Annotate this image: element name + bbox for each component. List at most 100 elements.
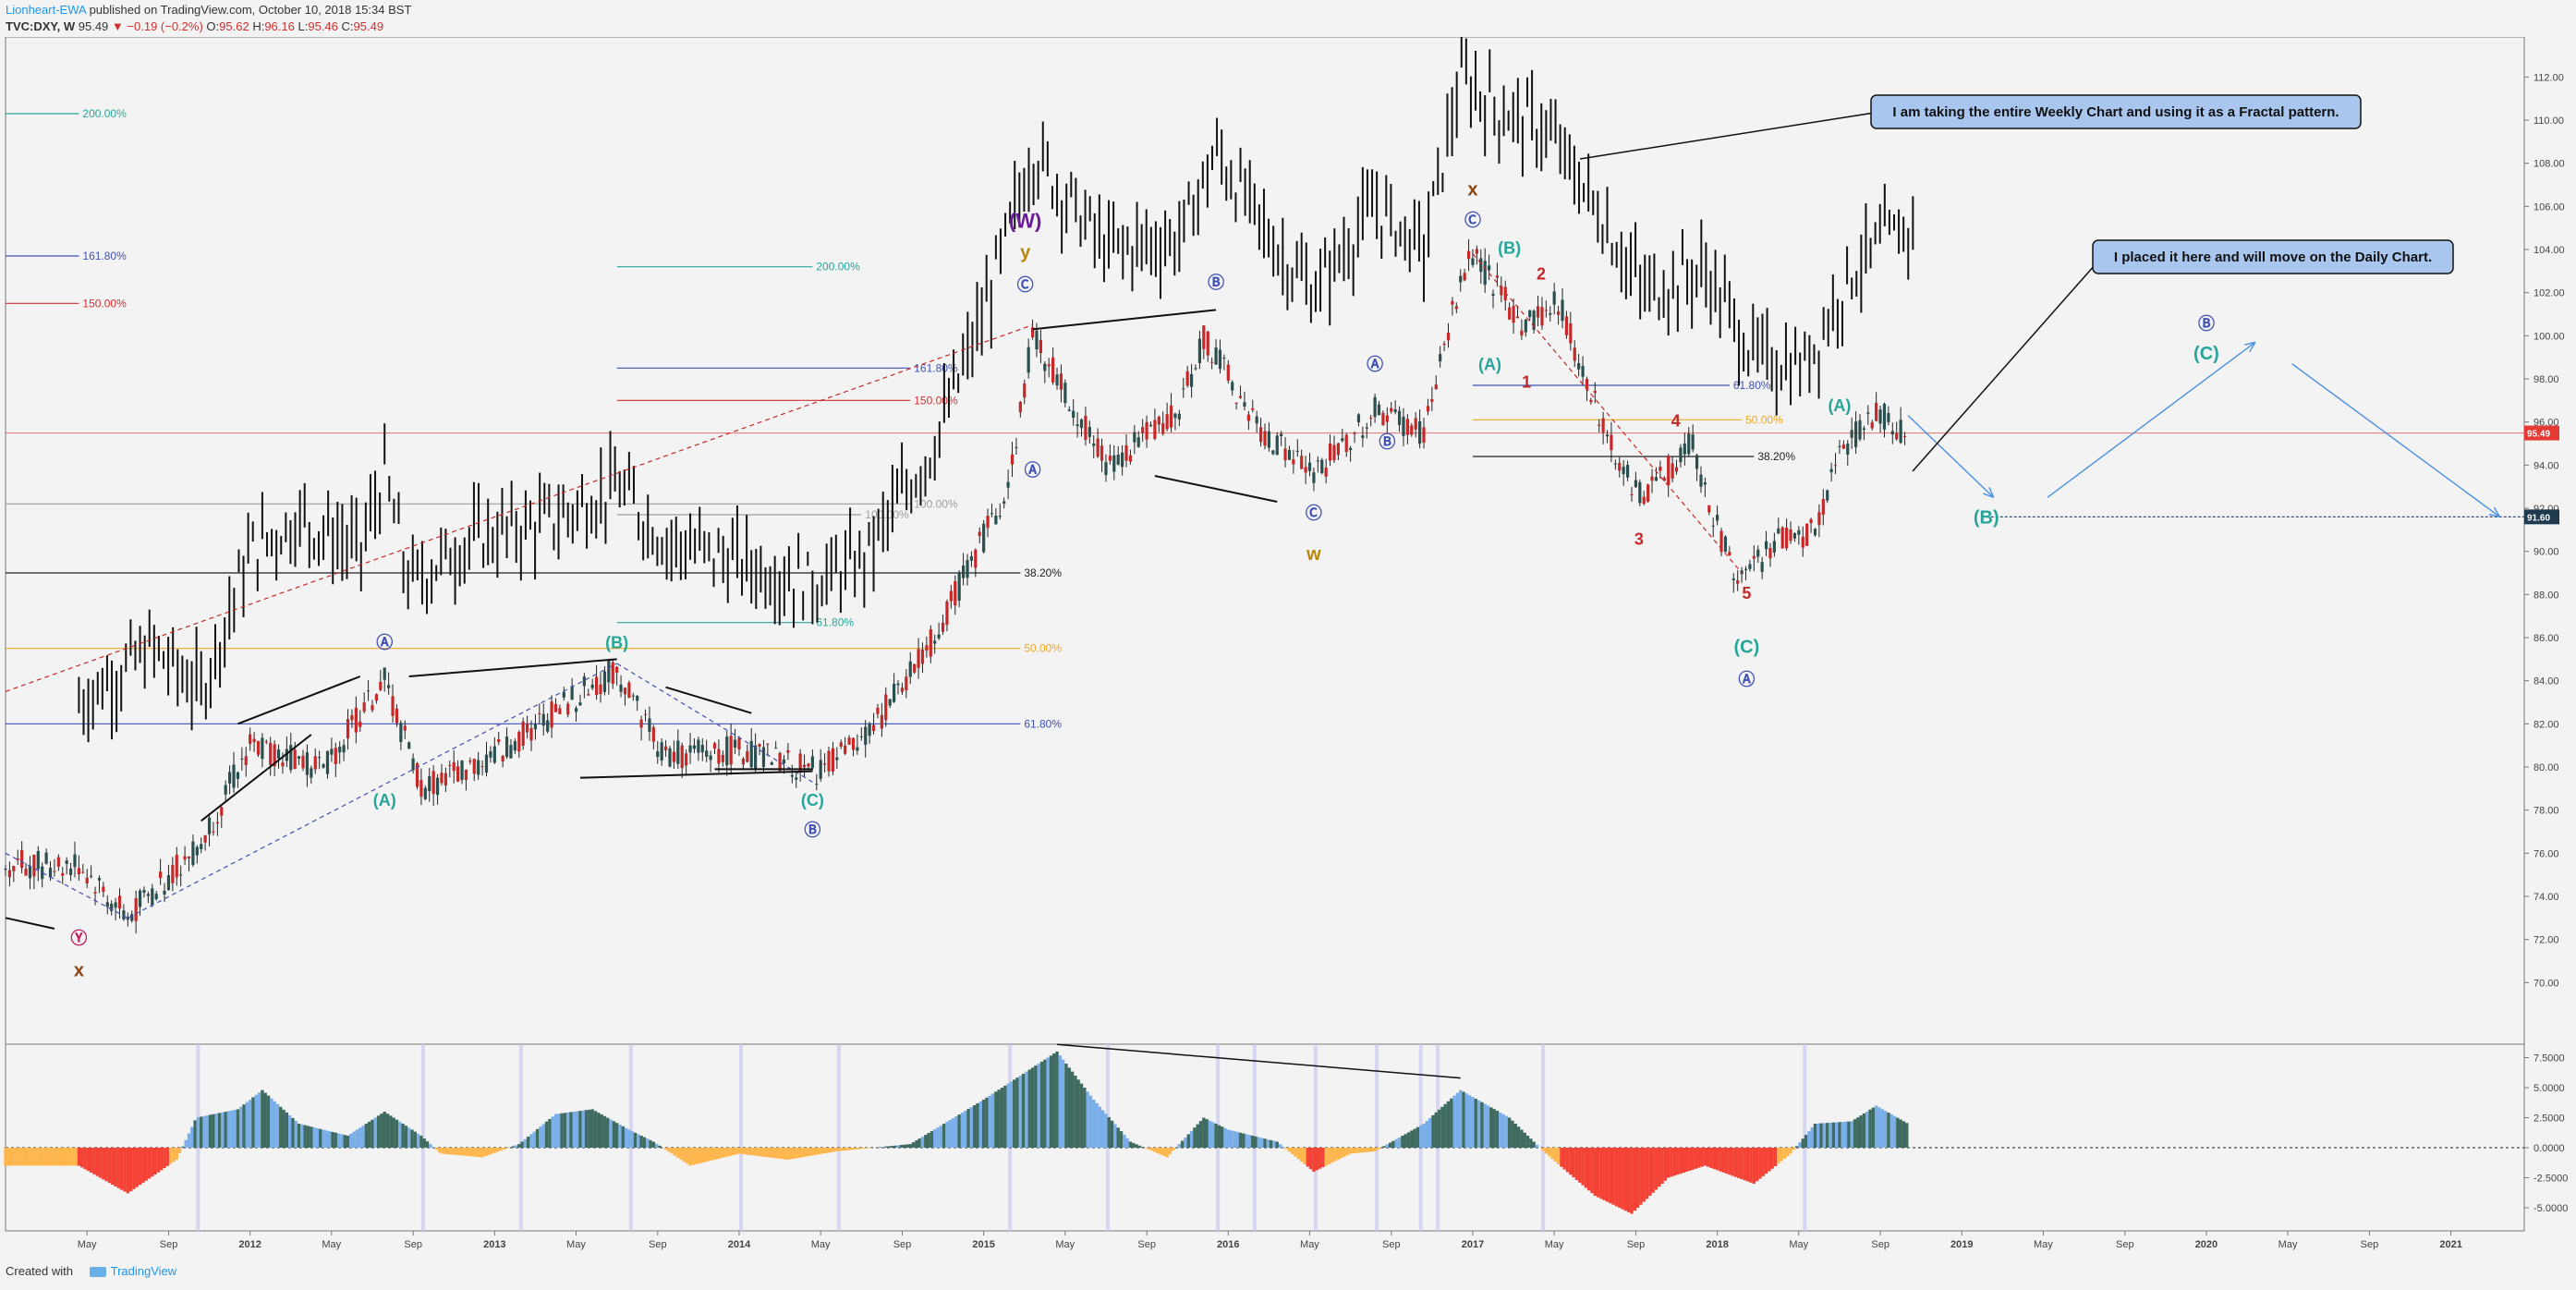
daily-candle-body — [1390, 408, 1393, 412]
daily-candle-body — [1015, 446, 1018, 448]
daily-candle-body — [419, 780, 423, 797]
daily-candle-body — [1817, 512, 1821, 526]
daily-candle-body — [346, 719, 350, 739]
daily-candle-body — [362, 702, 366, 712]
daily-candle-body — [1577, 362, 1581, 370]
daily-candle-body — [1214, 347, 1218, 365]
arrow-head — [2244, 341, 2256, 353]
daily-candle-body — [1055, 374, 1059, 386]
daily-candle-body — [761, 747, 766, 768]
daily-candle-body — [819, 760, 822, 779]
daily-candle-body — [1463, 273, 1466, 281]
y-tick-label: 82.00 — [2533, 719, 2559, 730]
daily-candle-body — [1642, 496, 1646, 505]
daily-candle-body — [110, 903, 114, 911]
daily-candle-body — [966, 560, 969, 578]
daily-candle-body — [1165, 414, 1169, 430]
x-tick-label: 2013 — [483, 1239, 505, 1250]
daily-candle-body — [318, 757, 322, 759]
daily-candle-body — [16, 858, 19, 860]
daily-candle-body — [627, 682, 631, 699]
fib-level-label: 200.00% — [82, 107, 127, 120]
daily-candle-body — [1613, 463, 1617, 465]
daily-candle-body — [411, 758, 415, 771]
daily-candle-body — [553, 703, 558, 712]
osc-tick-label: -5.0000 — [2533, 1203, 2568, 1214]
x-tick-label: 2017 — [1462, 1239, 1484, 1250]
daily-candle-body — [166, 875, 171, 891]
dashed-wave-line — [128, 663, 617, 919]
price-chart[interactable]: 112.00 110.00 108.00 106.00 104.00 102.00 100.… — [0, 37, 2576, 1261]
daily-candle-body — [1646, 484, 1650, 502]
daily-candle-body — [428, 775, 431, 792]
tradingview-logo-icon[interactable] — [89, 1267, 106, 1278]
daily-candle-body — [1589, 399, 1593, 403]
daily-candle-body — [122, 910, 126, 919]
daily-candle-body — [1010, 454, 1015, 465]
daily-candle-body — [1088, 427, 1091, 437]
x-tick-label: Sep — [1871, 1239, 1889, 1250]
daily-candle-body — [884, 694, 888, 721]
daily-candle-body — [639, 719, 643, 728]
daily-chart-callout-pointer — [1912, 256, 2103, 472]
author-link[interactable]: Lionheart-EWA — [6, 3, 86, 17]
x-tick-label: May — [811, 1239, 831, 1250]
daily-candle-body — [1316, 460, 1319, 462]
daily-candle-body — [578, 702, 582, 706]
weekly-fractal-callout-text: I am taking the entire Weekly Chart and … — [1892, 104, 2339, 120]
daily-candle-body — [697, 739, 700, 753]
x-tick-label: May — [1300, 1239, 1319, 1250]
y-tick-label: 74.00 — [2533, 892, 2559, 903]
daily-candle-body — [896, 683, 900, 686]
projection-arrow — [2291, 363, 2500, 517]
low-label: L: — [298, 19, 309, 33]
daily-candle-body — [1683, 443, 1686, 455]
y-tick-label: 84.00 — [2533, 676, 2559, 688]
y-tick-label: 90.00 — [2533, 547, 2559, 558]
daily-candle-body — [892, 683, 896, 702]
daily-candle-body — [105, 902, 109, 907]
dashed-wave-line — [1472, 253, 1743, 574]
daily-candle-body — [574, 708, 578, 712]
daily-candle-body — [1491, 293, 1495, 296]
last-price-tag-text: 95.49 — [2527, 430, 2550, 440]
daily-candle-body — [1875, 402, 1878, 421]
y-tick-label: 108.00 — [2533, 159, 2565, 170]
daily-candle-body — [1792, 533, 1797, 539]
daily-candle-body — [1324, 468, 1328, 477]
daily-candle-body — [195, 846, 199, 856]
daily-candle-body — [20, 850, 24, 869]
daily-candle-body — [334, 748, 337, 764]
daily-candle-body — [1829, 469, 1833, 473]
daily-candle-body — [1500, 286, 1503, 296]
daily-candle-body — [264, 741, 268, 743]
daily-candle-body — [297, 756, 301, 759]
daily-candle-body — [1797, 529, 1801, 535]
daily-candle-body — [12, 866, 16, 871]
daily-candle-body — [472, 759, 476, 774]
wave-label: Ⓨ — [70, 928, 87, 947]
daily-candle-body — [444, 773, 447, 785]
daily-candle-body — [342, 745, 346, 753]
daily-candle-body — [403, 725, 407, 731]
daily-candle-body — [244, 756, 248, 765]
daily-candle-body — [1512, 306, 1515, 323]
daily-candle-body — [456, 766, 460, 782]
daily-candle-body — [24, 868, 28, 876]
daily-candle-body — [1422, 427, 1426, 443]
daily-candle-body — [864, 726, 868, 745]
channel-line — [665, 686, 752, 714]
daily-candle-body — [1157, 416, 1160, 425]
daily-candle-body — [1622, 466, 1625, 475]
daily-candle-body — [733, 739, 737, 748]
daily-candle-body — [301, 755, 305, 769]
daily-candle-body — [1515, 316, 1520, 319]
daily-candle-body — [1585, 379, 1589, 390]
symbol-name[interactable]: TVC:DXY, W — [6, 19, 76, 33]
channel-line — [579, 770, 813, 779]
y-tick-label: 106.00 — [2533, 201, 2565, 213]
tradingview-link[interactable]: TradingView — [110, 1264, 177, 1278]
x-tick-label: May — [1055, 1239, 1075, 1250]
daily-candle-body — [807, 763, 810, 767]
daily-candle-body — [729, 736, 733, 765]
